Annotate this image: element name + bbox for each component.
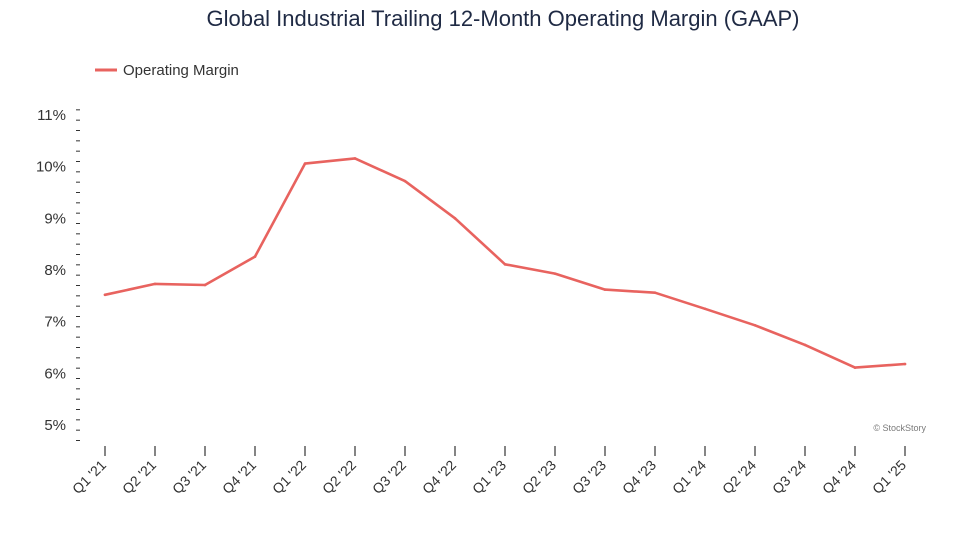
x-tick-label: Q3 '21 (169, 457, 209, 497)
y-tick-label: 11% (37, 107, 66, 124)
data-point (453, 217, 457, 220)
x-tick-label: Q2 '21 (119, 457, 159, 497)
x-tick-label: Q4 '21 (219, 457, 259, 497)
x-tick-label: Q1 '21 (69, 457, 109, 497)
series-line-operating-margin (103, 157, 907, 369)
data-point (253, 255, 257, 258)
data-point (153, 282, 157, 286)
x-tick-label: Q1 '22 (269, 457, 309, 497)
data-point (553, 272, 557, 275)
y-axis: 5% 6% 7% 8% 9% 10% 11% (36, 107, 80, 441)
x-tick-label: Q4 '23 (619, 457, 659, 497)
x-tick-label: Q4 '22 (419, 457, 459, 497)
data-point (353, 157, 357, 160)
x-tick-label: Q1 '25 (869, 457, 909, 497)
data-point (503, 263, 507, 266)
x-tick-label: Q1 '24 (669, 457, 709, 497)
series-layer (103, 157, 907, 369)
x-tick-label: Q1 '23 (469, 457, 509, 497)
data-point (103, 293, 107, 297)
y-tick-label: 7% (44, 314, 66, 331)
data-point (753, 323, 757, 327)
x-tick-label: Q2 '22 (319, 457, 359, 497)
watermark: © StockStory (873, 423, 926, 433)
y-tick-label: 10% (36, 159, 66, 176)
y-tick-label: 6% (44, 365, 66, 382)
x-tick-label: Q3 '23 (569, 457, 609, 497)
y-tick-label: 9% (44, 210, 66, 227)
y-tick-label: 5% (44, 417, 66, 434)
data-point (403, 179, 407, 183)
x-tick-label: Q3 '22 (369, 457, 409, 497)
legend-label: Operating Margin (123, 62, 239, 79)
data-point (653, 291, 657, 295)
x-tick-label: Q4 '24 (819, 457, 859, 497)
data-point (703, 307, 707, 311)
data-point (303, 162, 307, 165)
x-axis: Q1 '21 Q2 '21 Q3 '21 Q4 '21 Q1 '22 Q2 '22 Q3 '… (69, 446, 909, 497)
data-point (853, 366, 857, 369)
y-tick-label: 8% (44, 262, 66, 279)
x-tick-label: Q2 '23 (519, 457, 559, 497)
data-point (203, 283, 207, 287)
chart-title: Global Industrial Trailing 12-Month Oper… (206, 6, 799, 31)
data-point (803, 343, 807, 347)
x-tick-label: Q2 '24 (719, 457, 759, 497)
data-point (603, 288, 607, 291)
legend: Operating Margin (95, 62, 239, 79)
data-point (903, 362, 907, 366)
x-tick-label: Q3 '24 (769, 457, 809, 497)
